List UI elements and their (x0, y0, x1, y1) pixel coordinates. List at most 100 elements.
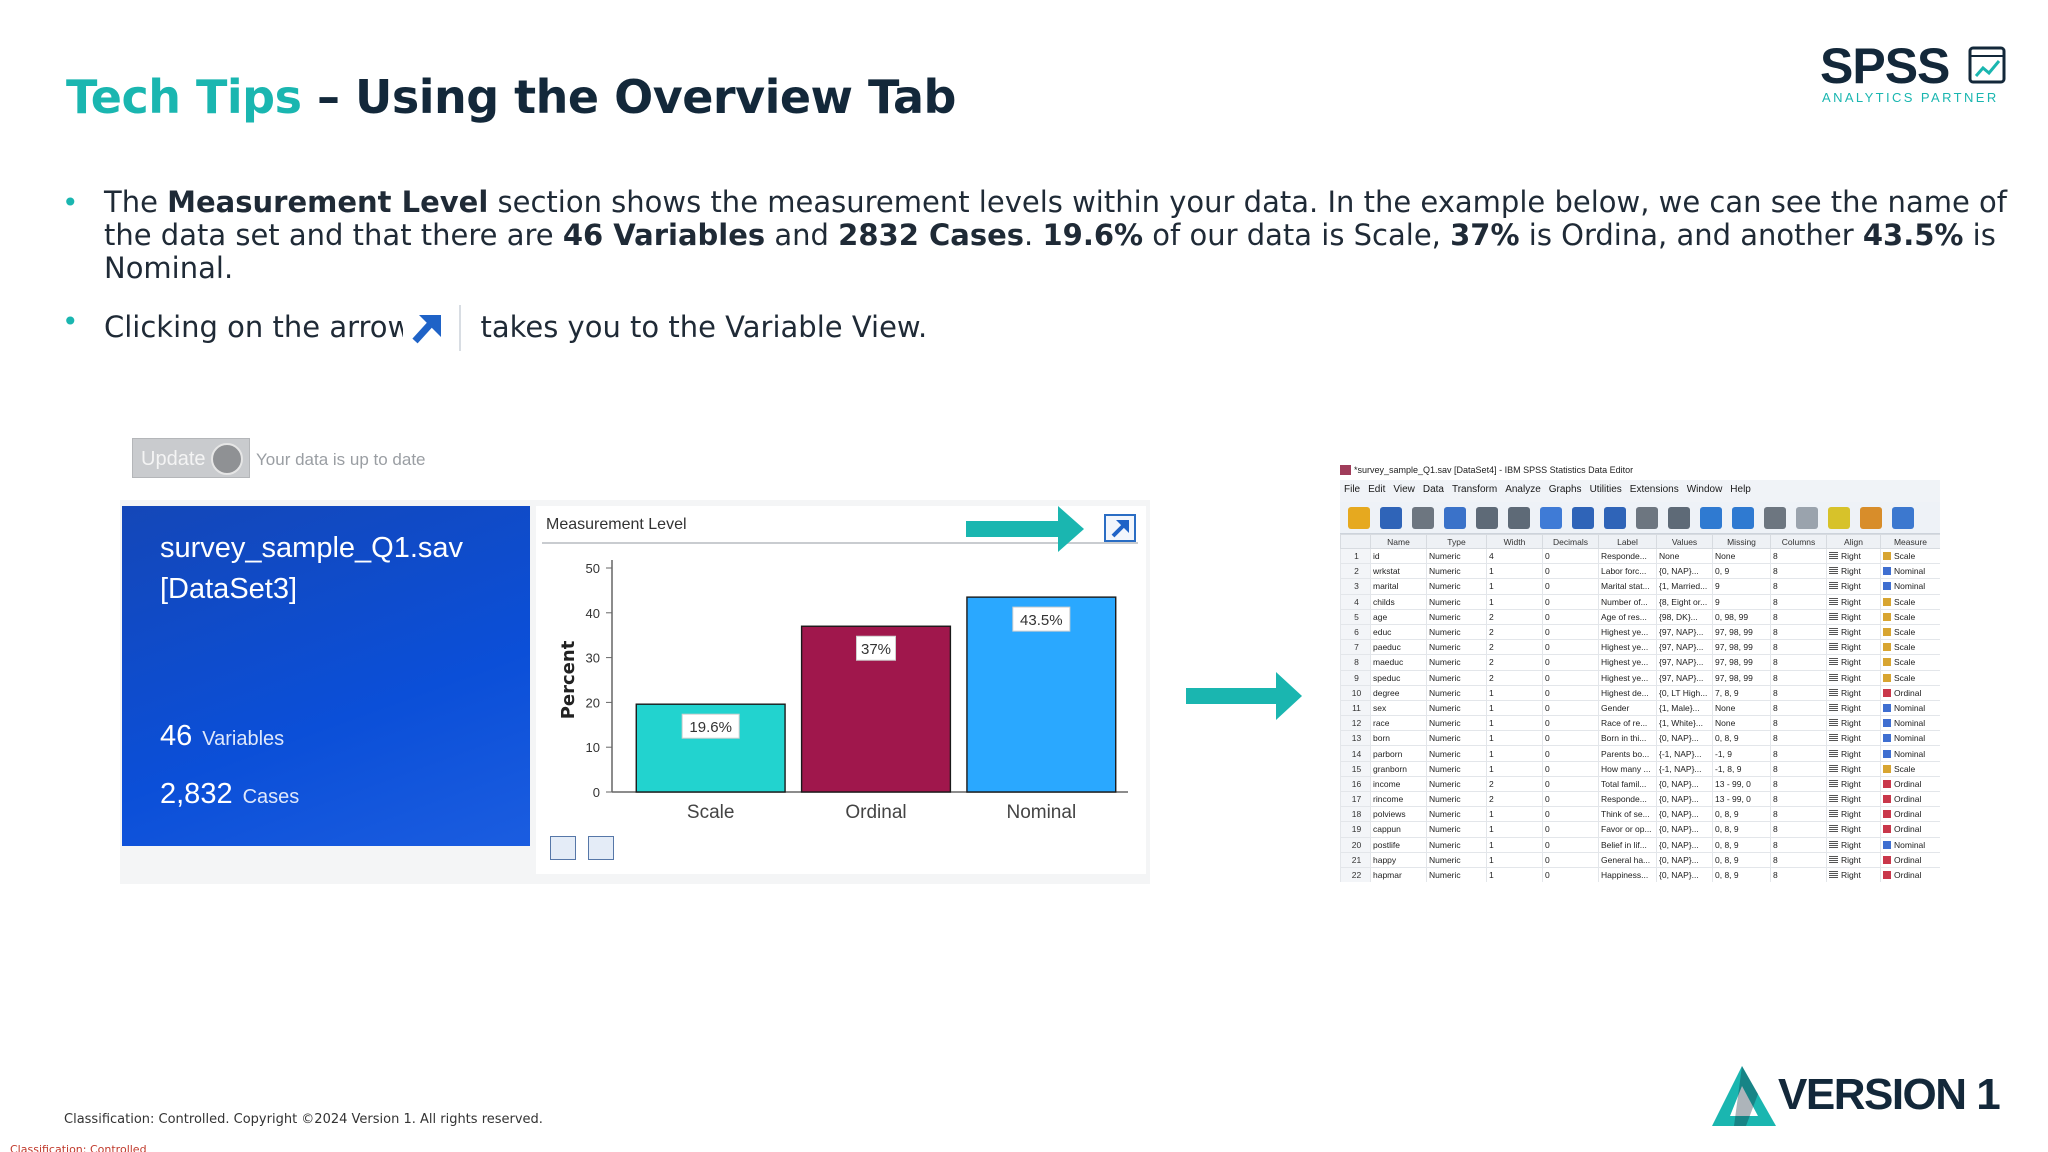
table-row[interactable]: 2 wrkstat Numeric 1 0 Labor forc... {0, NAP}..… (1340, 563, 1940, 580)
table-cell[interactable]: Nominal (1880, 715, 1940, 732)
table-cell[interactable]: 2 (1486, 775, 1543, 793)
table-cell[interactable]: degree (1370, 684, 1427, 701)
table-row[interactable]: 8 maeduc Numeric 2 0 Highest ye... {97, NAP}..… (1340, 654, 1940, 671)
table-cell[interactable]: 1 (1486, 715, 1543, 732)
dialog-recall-icon[interactable] (1444, 507, 1466, 529)
search-icon[interactable] (1892, 507, 1914, 529)
table-cell[interactable]: 8 (1770, 547, 1827, 565)
table-row[interactable]: 16 income Numeric 2 0 Total famil... {0, NAP}.… (1340, 775, 1940, 793)
table-cell[interactable]: postlife (1370, 836, 1427, 853)
table-cell[interactable]: 0 (1542, 851, 1599, 868)
table-cell[interactable]: 8 (1770, 608, 1827, 625)
table-cell[interactable]: 0 (1542, 699, 1599, 717)
table-cell[interactable]: 9 (1712, 593, 1771, 610)
table-cell[interactable]: 8 (1770, 563, 1827, 580)
table-cell[interactable]: Numeric (1426, 851, 1487, 868)
column-header[interactable]: Missing (1712, 534, 1771, 549)
table-row[interactable]: 22 hapmar Numeric 1 0 Happiness... {0, NAP}...… (1340, 866, 1940, 882)
table-cell[interactable]: 0, 9 (1712, 563, 1771, 580)
table-row[interactable]: 18 polviews Numeric 1 0 Think of se... {0, NAP… (1340, 806, 1940, 823)
table-cell[interactable]: 6 (1340, 623, 1371, 641)
table-cell[interactable]: 22 (1340, 866, 1371, 882)
table-cell[interactable]: {97, NAP}... (1656, 669, 1713, 686)
table-row[interactable]: 20 postlife Numeric 1 0 Belief in lif... {0, N… (1340, 836, 1940, 853)
table-cell[interactable]: 8 (1770, 745, 1827, 762)
table-cell[interactable]: None (1712, 699, 1771, 717)
table-cell[interactable]: {0, NAP}... (1656, 851, 1713, 868)
table-cell[interactable]: 0 (1542, 608, 1599, 625)
table-cell[interactable]: Numeric (1426, 654, 1487, 671)
table-cell[interactable]: 5 (1340, 608, 1371, 625)
table-cell[interactable]: Belief in lif... (1598, 836, 1657, 853)
table-cell[interactable]: 1 (1340, 547, 1371, 565)
table-row[interactable]: 7 paeduc Numeric 2 0 Highest ye... {97, NAP}..… (1340, 639, 1940, 656)
table-cell[interactable]: educ (1370, 623, 1427, 641)
table-cell[interactable]: Numeric (1426, 593, 1487, 610)
table-cell[interactable]: 13 - 99, 0 (1712, 775, 1771, 793)
table-cell[interactable]: 0 (1542, 806, 1599, 823)
table-row[interactable]: 14 parborn Numeric 1 0 Parents bo... {-1, NAP}… (1340, 745, 1940, 762)
table-cell[interactable]: Responde... (1598, 790, 1657, 808)
table-cell[interactable]: Numeric (1426, 760, 1487, 777)
table-cell[interactable]: 2 (1486, 654, 1543, 671)
table-cell[interactable]: {8, Eight or... (1656, 593, 1713, 610)
table-cell[interactable]: Parents bo... (1598, 745, 1657, 762)
table-cell[interactable]: Favor or op... (1598, 821, 1657, 838)
table-cell[interactable]: 8 (1770, 669, 1827, 686)
table-cell[interactable]: 0 (1542, 654, 1599, 671)
table-cell[interactable]: 8 (1770, 699, 1827, 717)
table-cell[interactable]: 8 (1770, 715, 1827, 732)
table-row[interactable]: 13 born Numeric 1 0 Born in thi... {0, NAP}...… (1340, 730, 1940, 747)
table-cell[interactable]: 4 (1340, 593, 1371, 610)
table-cell[interactable]: 1 (1486, 730, 1543, 747)
table-row[interactable]: 1 id Numeric 4 0 Responde... None None 8 Right Sca… (1340, 547, 1940, 565)
table-cell[interactable]: 9 (1340, 669, 1371, 686)
table-cell[interactable]: 8 (1770, 654, 1827, 671)
table-cell[interactable]: 0 (1542, 563, 1599, 580)
table-cell[interactable]: {98, DK}... (1656, 608, 1713, 625)
table-cell[interactable]: id (1370, 547, 1427, 565)
table-cell[interactable]: Right (1826, 715, 1881, 732)
table-cell[interactable]: 12 (1340, 715, 1371, 732)
menu-analyze[interactable]: Analyze (1505, 484, 1541, 495)
open-variable-view-icon[interactable] (1104, 514, 1136, 542)
table-cell[interactable]: Numeric (1426, 578, 1487, 595)
table-cell[interactable]: Right (1826, 760, 1881, 777)
column-header[interactable]: Align (1826, 534, 1881, 549)
update-button[interactable]: Update (132, 438, 250, 478)
table-cell[interactable]: 2 (1486, 608, 1543, 625)
table-cell[interactable]: Gender (1598, 699, 1657, 717)
table-cell[interactable]: 0 (1542, 836, 1599, 853)
table-cell[interactable]: {97, NAP}... (1656, 654, 1713, 671)
table-cell[interactable]: 8 (1770, 730, 1827, 747)
table-cell[interactable]: {97, NAP}... (1656, 639, 1713, 656)
menu-utilities[interactable]: Utilities (1589, 484, 1622, 495)
table-cell[interactable]: Numeric (1426, 730, 1487, 747)
table-cell[interactable]: Think of se... (1598, 806, 1657, 823)
table-cell[interactable]: Numeric (1426, 699, 1487, 717)
spelling-icon[interactable] (1860, 507, 1882, 529)
table-cell[interactable]: -1, 9 (1712, 745, 1771, 762)
table-cell[interactable]: None (1656, 547, 1713, 565)
menu-graphs[interactable]: Graphs (1548, 484, 1582, 495)
find-icon[interactable] (1636, 507, 1658, 529)
edit-chart-icon[interactable] (550, 836, 576, 860)
table-cell[interactable]: Ordinal (1880, 821, 1940, 838)
table-cell[interactable]: 0 (1542, 866, 1599, 882)
table-cell[interactable]: Numeric (1426, 821, 1487, 838)
table-cell[interactable]: speduc (1370, 669, 1427, 686)
table-cell[interactable]: 0 (1542, 547, 1599, 565)
table-cell[interactable]: 0 (1542, 623, 1599, 641)
table-cell[interactable]: Numeric (1426, 790, 1487, 808)
table-cell[interactable]: Numeric (1426, 866, 1487, 882)
table-row[interactable]: 12 race Numeric 1 0 Race of re... {1, White}..… (1340, 715, 1940, 732)
table-cell[interactable]: 4 (1486, 547, 1543, 565)
table-cell[interactable]: Right (1826, 547, 1881, 565)
table-cell[interactable]: Numeric (1426, 563, 1487, 580)
table-cell[interactable]: Numeric (1426, 775, 1487, 793)
menu-edit[interactable]: Edit (1368, 484, 1386, 495)
table-cell[interactable]: 17 (1340, 790, 1371, 808)
table-cell[interactable]: 0, 8, 9 (1712, 821, 1771, 838)
table-cell[interactable]: Right (1826, 639, 1881, 656)
table-cell[interactable]: wrkstat (1370, 563, 1427, 580)
